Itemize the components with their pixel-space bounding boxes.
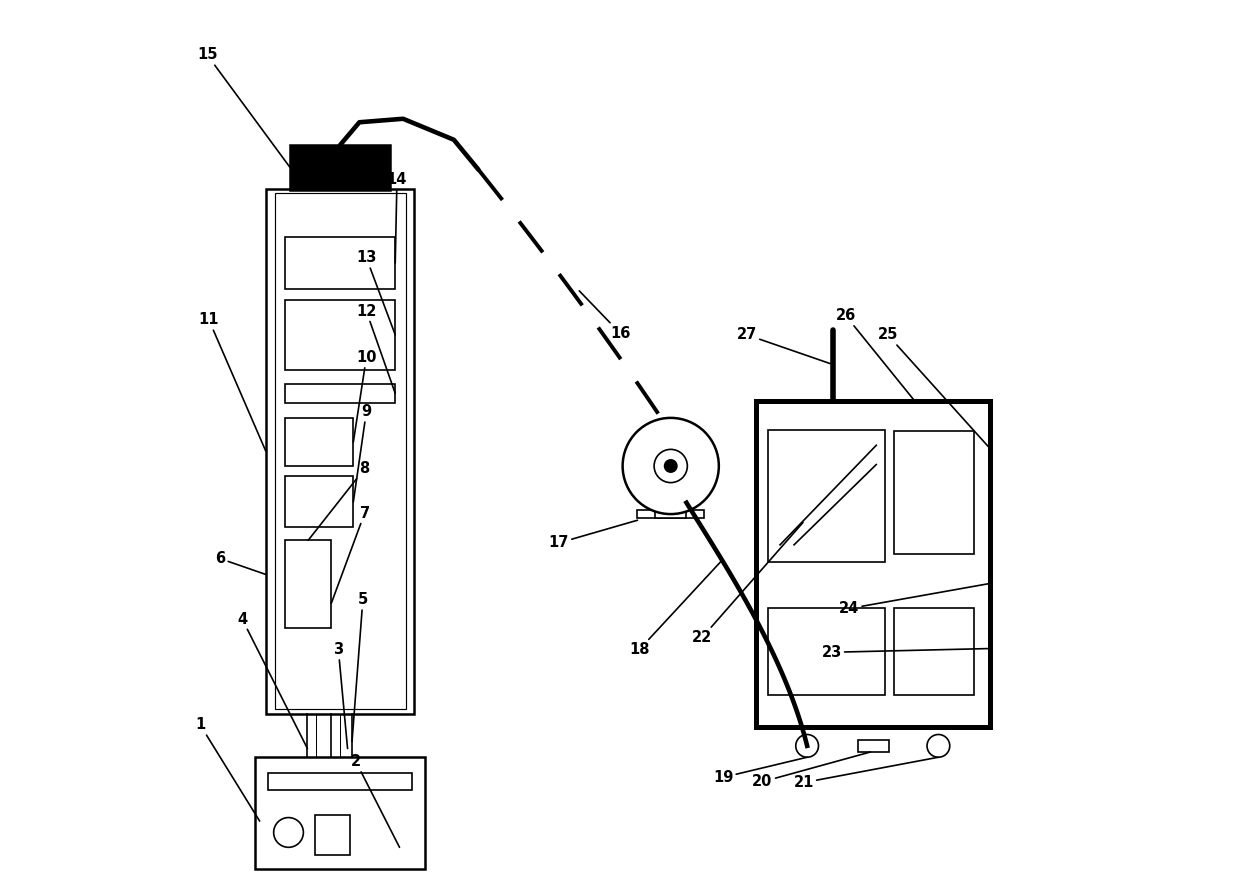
Bar <box>637 510 704 519</box>
Text: 10: 10 <box>353 350 377 442</box>
Circle shape <box>622 418 719 514</box>
Circle shape <box>655 449 687 483</box>
Bar <box>315 815 350 855</box>
Bar <box>285 477 353 527</box>
Text: 16: 16 <box>579 291 630 341</box>
Text: 25: 25 <box>878 328 990 449</box>
Bar <box>768 429 885 562</box>
Bar <box>268 773 412 790</box>
Text: 11: 11 <box>198 313 265 451</box>
Text: 12: 12 <box>356 304 396 393</box>
Text: 5: 5 <box>352 592 368 741</box>
Text: 27: 27 <box>737 328 833 364</box>
Bar <box>655 497 687 519</box>
Text: 22: 22 <box>692 522 804 645</box>
Bar <box>285 384 396 403</box>
Circle shape <box>274 817 304 847</box>
Text: 6: 6 <box>216 551 265 575</box>
Text: 20: 20 <box>753 752 870 789</box>
Bar <box>290 145 389 190</box>
Text: 4: 4 <box>237 611 308 748</box>
Text: 26: 26 <box>836 308 915 401</box>
Bar <box>755 401 990 726</box>
Text: 17: 17 <box>548 520 637 550</box>
Circle shape <box>928 734 950 757</box>
Text: 8: 8 <box>309 461 370 540</box>
Bar <box>274 193 405 710</box>
Text: 13: 13 <box>356 251 396 335</box>
Text: 23: 23 <box>822 645 990 660</box>
Bar <box>285 237 396 289</box>
Bar <box>285 540 331 628</box>
Text: 14: 14 <box>387 173 407 263</box>
Bar <box>285 300 396 370</box>
Text: 19: 19 <box>713 757 807 785</box>
Text: 18: 18 <box>629 561 722 657</box>
Bar <box>265 188 414 714</box>
Bar <box>255 757 425 869</box>
Circle shape <box>665 460 677 472</box>
Text: 2: 2 <box>351 754 399 847</box>
Text: 9: 9 <box>353 404 372 502</box>
Text: 21: 21 <box>794 757 939 790</box>
Bar <box>285 418 353 466</box>
Bar <box>894 431 975 555</box>
Text: 24: 24 <box>839 583 990 616</box>
Text: 15: 15 <box>197 47 290 167</box>
Text: 7: 7 <box>331 505 370 604</box>
Circle shape <box>796 734 818 757</box>
Bar <box>894 608 975 695</box>
Text: 3: 3 <box>334 642 347 748</box>
Text: 1: 1 <box>195 717 259 821</box>
Bar <box>858 739 889 752</box>
Bar <box>768 608 885 695</box>
